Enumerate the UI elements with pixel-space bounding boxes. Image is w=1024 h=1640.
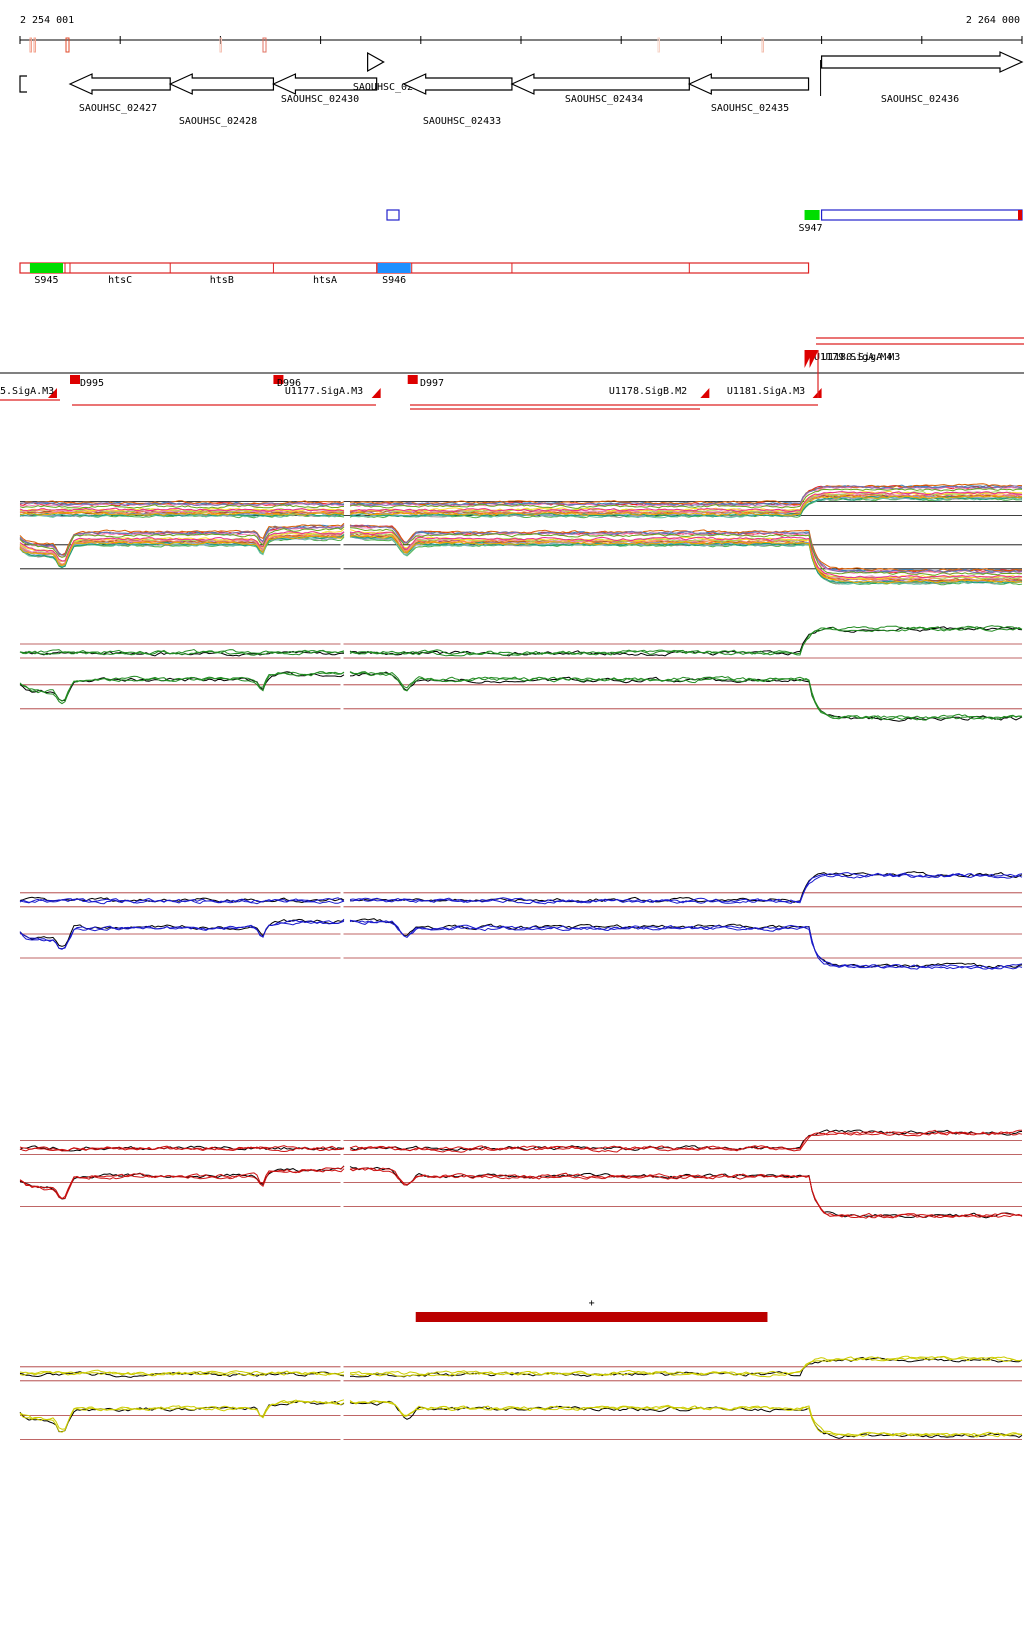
gene-arrow: [367, 51, 385, 73]
feature-track: S947 S945 htsC htsB htsA S946: [19, 209, 1023, 286]
expression-panels: [19, 460, 1023, 1470]
promoter-marker: [47, 388, 57, 398]
promoter-label: D995: [80, 378, 104, 389]
expression-panel: [19, 850, 1023, 990]
bottom-trace: [19, 535, 1023, 584]
segment-label: +: [589, 1298, 595, 1309]
coordinate-end-label: 2 264 000: [966, 15, 1020, 26]
axis-mark: [761, 37, 764, 53]
axis-mark: [657, 37, 660, 53]
partial-gene-shape: [19, 75, 27, 93]
genome-axis: [19, 36, 1023, 53]
promoter-marker: [407, 375, 418, 384]
top-trace: [19, 485, 1023, 507]
coordinate-start-label: 2 254 001: [20, 15, 74, 26]
promoter-marker: [809, 350, 819, 368]
gene-label: SAOUHSC_02432: [353, 82, 431, 93]
top-trace: [19, 1131, 1023, 1153]
feature-extent: [820, 209, 1023, 221]
gene-label: SAOUHSC_02427: [79, 103, 157, 114]
gene-label: SAOUHSC_02430: [281, 94, 359, 105]
top-trace: [19, 488, 1023, 509]
top-trace: [19, 872, 1023, 905]
expression-panel: [19, 600, 1023, 740]
promoter-label: U1181.SigA.M3: [727, 386, 805, 397]
gene-track: SAOUHSC_02427SAOUHSC_02428SAOUHSC_02430S…: [19, 51, 1024, 127]
feature-edge: [1018, 210, 1022, 220]
feature-label: S946: [382, 275, 406, 286]
axis-mark: [219, 37, 222, 53]
promoter-marker: [700, 388, 710, 398]
axis-mark: [262, 37, 267, 53]
feature-label: htsA: [313, 275, 337, 286]
feature-label: S947: [798, 223, 822, 234]
bottom-trace: [19, 526, 1023, 576]
promoter-label: U1178.SigB.M2: [609, 386, 687, 397]
axis-mark: [33, 37, 36, 53]
gene-arrow: [68, 73, 171, 95]
operon-box: [19, 262, 810, 274]
gene-label: SAOUHSC_02433: [423, 116, 501, 127]
axis-mark: [29, 37, 32, 53]
feature-block: [804, 210, 820, 220]
gene-arrow: [168, 73, 275, 95]
feature-label: htsC: [108, 275, 132, 286]
promoter-marker: [812, 388, 822, 398]
promoter-label: D996: [277, 378, 301, 389]
promoter-label: 5.SigA.M3: [0, 386, 54, 397]
promoter-marker: [70, 375, 81, 384]
segment-bar: [415, 1312, 768, 1322]
top-trace: [19, 495, 1023, 517]
bottom-trace: [19, 1399, 1023, 1438]
top-trace: [19, 625, 1023, 656]
gene-arrow: [687, 73, 810, 95]
bottom-trace: [19, 671, 1023, 721]
gene-label: SAOUHSC_02428: [179, 116, 257, 127]
expression-panel: [19, 1330, 1023, 1470]
feature-label: S945: [34, 275, 58, 286]
top-trace: [19, 1355, 1023, 1376]
top-trace: [19, 626, 1023, 657]
bottom-trace: [19, 522, 1023, 572]
promoter-label: D997: [420, 378, 444, 389]
promoter-marker: [273, 375, 284, 384]
bottom-trace: [19, 1165, 1023, 1219]
feature-label: htsB: [210, 275, 234, 286]
gene-arrow: [271, 73, 378, 95]
bottom-trace: [19, 1165, 1023, 1219]
gene-arrow: [820, 51, 1024, 73]
axis-mark: [65, 37, 70, 53]
top-trace: [19, 491, 1023, 513]
bottom-trace: [19, 918, 1023, 970]
promoter-marker: [371, 388, 381, 398]
bottom-trace: [19, 918, 1023, 969]
bottom-trace: [19, 530, 1023, 579]
gene-arrow: [402, 73, 513, 95]
feature-block: [29, 263, 63, 273]
expression-panel: [19, 1100, 1023, 1240]
feature-block: [377, 263, 411, 273]
expression-panel: [19, 460, 1023, 600]
gene-label: SAOUHSC_02434: [565, 94, 643, 105]
top-trace: [19, 1129, 1023, 1152]
small-box: [386, 209, 400, 221]
bottom-trace: [19, 1167, 1023, 1219]
gene-label: SAOUHSC_02436: [881, 94, 959, 105]
promoter-label: U1177.SigA.M3: [285, 386, 363, 397]
top-trace: [19, 483, 1023, 506]
top-trace: [19, 872, 1023, 904]
bottom-trace: [19, 919, 1023, 970]
promoter-label: U1179.SigA.M4: [814, 352, 892, 363]
gene-label: SAOUHSC_02435: [711, 103, 789, 114]
bottom-trace: [19, 524, 1023, 574]
promoter-label: U1180.SigA.M3: [822, 352, 900, 363]
gene-arrow: [510, 73, 690, 95]
bottom-trace: [19, 1399, 1023, 1438]
segment-track: +: [415, 1298, 768, 1322]
